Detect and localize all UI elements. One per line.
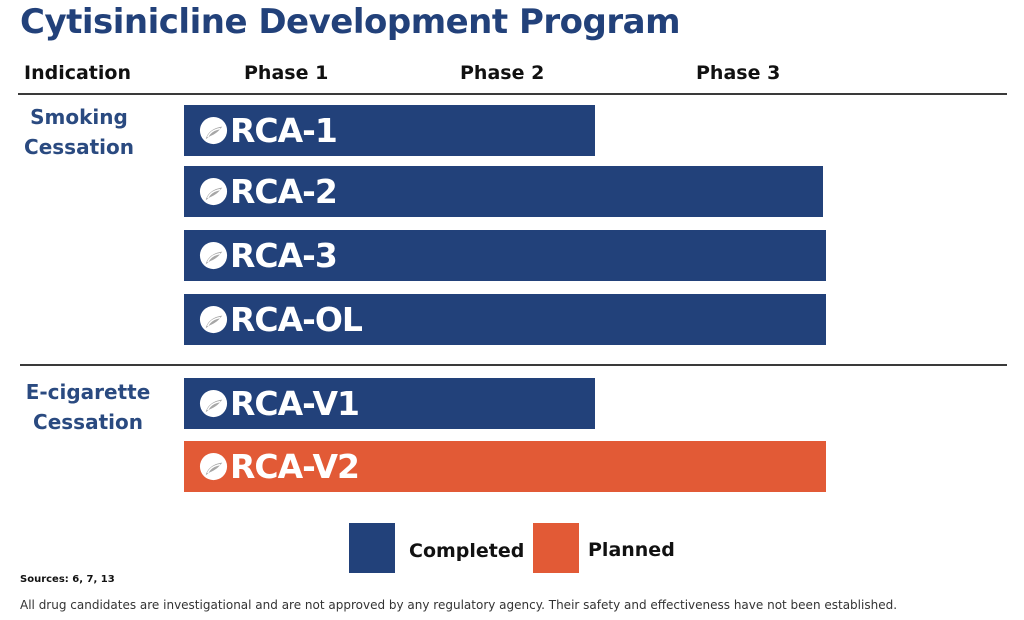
page-title: Cytisinicline Development Program (20, 2, 681, 42)
orca-logo-icon (199, 177, 228, 206)
header-divider (18, 93, 1007, 95)
trial-label-text: RCA-V1 (230, 384, 360, 423)
trial-label-text: RCA-V2 (230, 447, 360, 486)
trial-bar-orca-v2: RCA-V2 (184, 441, 826, 492)
legend-label-completed: Completed (409, 540, 525, 562)
trial-label: RCA-V1 (198, 384, 360, 423)
trial-label-text: RCA-OL (230, 300, 363, 339)
sources-note: Sources: 6, 7, 13 (20, 574, 115, 585)
trial-label: RCA-OL (198, 300, 363, 339)
legend-swatch-planned (533, 523, 579, 573)
trial-label-text: RCA-3 (230, 236, 338, 275)
group-divider (20, 364, 1007, 366)
legend-label-planned: Planned (588, 539, 675, 561)
trial-label-text: RCA-2 (230, 172, 338, 211)
trial-label: RCA-2 (198, 172, 338, 211)
column-header-indication: Indication (24, 62, 131, 84)
disclaimer-text: All drug candidates are investigational … (20, 598, 898, 612)
trial-label: RCA-V2 (198, 447, 360, 486)
indication-e-cigarette-cessation: E-cigarette Cessation (25, 380, 151, 434)
trial-label-text: RCA-1 (230, 111, 338, 150)
indication-smoking-cessation: Smoking Cessation (24, 105, 134, 159)
orca-logo-icon (199, 116, 228, 145)
legend-swatch-completed (349, 523, 395, 573)
orca-logo-icon (199, 305, 228, 334)
orca-logo-icon (199, 389, 228, 418)
orca-logo-icon (199, 452, 228, 481)
trial-label: RCA-3 (198, 236, 338, 275)
orca-logo-icon (199, 241, 228, 270)
column-header-phase-1: Phase 1 (244, 62, 329, 84)
column-header-phase-3: Phase 3 (696, 62, 781, 84)
trial-bar-orca-ol: RCA-OL (184, 294, 826, 345)
trial-bar-orca-v1: RCA-V1 (184, 378, 595, 429)
trial-bar-orca-2: RCA-2 (184, 166, 823, 217)
trial-label: RCA-1 (198, 111, 338, 150)
trial-bar-orca-3: RCA-3 (184, 230, 826, 281)
trial-bar-orca-1: RCA-1 (184, 105, 595, 156)
column-header-phase-2: Phase 2 (460, 62, 545, 84)
